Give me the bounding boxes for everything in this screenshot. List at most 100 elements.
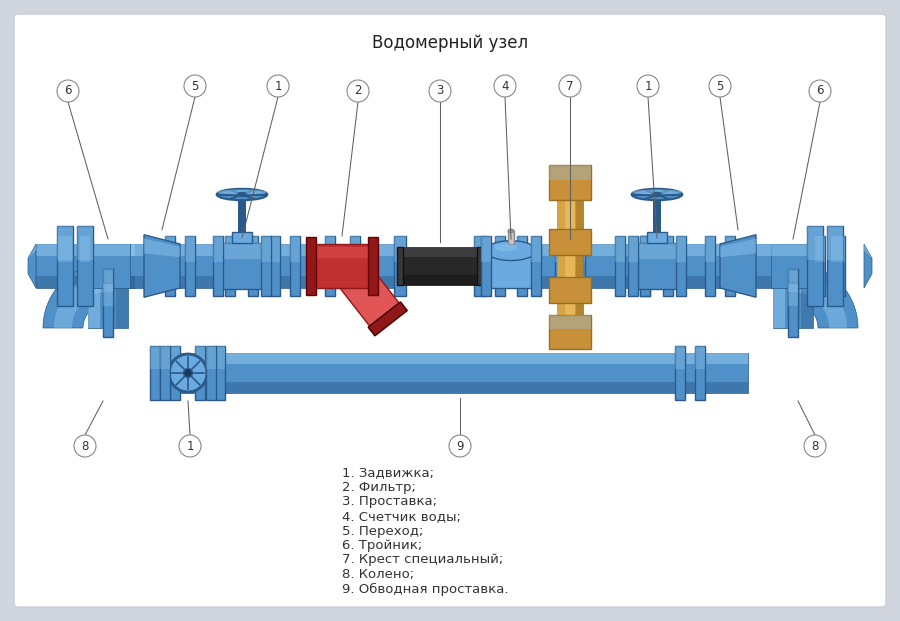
Polygon shape [640, 237, 650, 296]
Polygon shape [170, 346, 180, 369]
Polygon shape [720, 235, 756, 297]
Polygon shape [36, 244, 135, 256]
Polygon shape [400, 274, 480, 286]
Polygon shape [481, 237, 491, 296]
Circle shape [429, 80, 451, 102]
Polygon shape [815, 237, 825, 296]
Polygon shape [650, 244, 730, 288]
Polygon shape [640, 237, 650, 296]
Polygon shape [248, 237, 258, 261]
Text: 6: 6 [64, 84, 72, 97]
Polygon shape [555, 237, 565, 296]
Text: 2: 2 [355, 84, 362, 97]
Text: 1: 1 [644, 79, 652, 93]
Polygon shape [831, 237, 845, 296]
Text: 4. Счетчик воды;: 4. Счетчик воды; [342, 510, 461, 523]
Polygon shape [195, 346, 205, 400]
Polygon shape [255, 244, 330, 256]
Circle shape [449, 435, 471, 457]
Ellipse shape [217, 189, 267, 194]
Circle shape [347, 80, 369, 102]
Polygon shape [350, 237, 360, 296]
Polygon shape [575, 237, 585, 296]
Polygon shape [730, 276, 820, 288]
Text: 5. Переход;: 5. Переход; [342, 525, 423, 538]
Text: 7: 7 [566, 79, 574, 93]
Text: 3: 3 [436, 84, 444, 97]
Polygon shape [788, 269, 798, 292]
Text: Водомерный узел: Водомерный узел [372, 34, 528, 52]
Polygon shape [108, 244, 255, 256]
Polygon shape [560, 276, 650, 288]
Polygon shape [633, 243, 681, 289]
Ellipse shape [632, 189, 682, 200]
Ellipse shape [217, 189, 267, 200]
Polygon shape [730, 244, 820, 288]
Polygon shape [628, 237, 638, 296]
Polygon shape [575, 237, 585, 261]
Polygon shape [57, 226, 73, 260]
Polygon shape [827, 226, 843, 306]
Polygon shape [771, 244, 815, 256]
Polygon shape [650, 244, 730, 256]
Polygon shape [807, 226, 823, 260]
Polygon shape [160, 346, 170, 400]
Polygon shape [565, 183, 575, 332]
Polygon shape [815, 237, 825, 261]
Polygon shape [508, 231, 514, 244]
Polygon shape [108, 276, 255, 288]
Polygon shape [218, 243, 266, 289]
Polygon shape [103, 269, 113, 323]
Polygon shape [325, 237, 335, 296]
Polygon shape [725, 237, 735, 261]
Text: 9: 9 [456, 440, 464, 453]
Polygon shape [144, 235, 180, 297]
Polygon shape [788, 283, 798, 306]
Polygon shape [495, 237, 505, 296]
Polygon shape [43, 263, 108, 328]
Ellipse shape [238, 193, 247, 196]
Polygon shape [864, 244, 872, 288]
Polygon shape [788, 269, 798, 323]
Polygon shape [313, 247, 371, 258]
Polygon shape [773, 288, 785, 328]
Text: 8. Колено;: 8. Колено; [342, 568, 414, 581]
Polygon shape [58, 237, 72, 296]
Polygon shape [565, 183, 568, 332]
Polygon shape [103, 283, 113, 306]
Polygon shape [355, 244, 400, 288]
Polygon shape [28, 244, 36, 258]
Polygon shape [86, 244, 130, 256]
Text: 1: 1 [186, 440, 194, 453]
Polygon shape [153, 353, 748, 364]
Polygon shape [675, 346, 685, 400]
Circle shape [184, 369, 193, 378]
Polygon shape [255, 276, 330, 288]
Polygon shape [663, 237, 673, 261]
Polygon shape [153, 382, 748, 393]
Polygon shape [555, 237, 565, 261]
Circle shape [57, 80, 79, 102]
Ellipse shape [486, 241, 536, 260]
Polygon shape [575, 183, 583, 332]
Circle shape [74, 435, 96, 457]
Polygon shape [160, 346, 170, 369]
Text: 8: 8 [811, 440, 819, 453]
Polygon shape [549, 315, 591, 349]
Polygon shape [640, 237, 650, 261]
Polygon shape [650, 276, 730, 288]
Polygon shape [332, 255, 399, 326]
Polygon shape [350, 237, 360, 261]
Polygon shape [560, 244, 650, 288]
Polygon shape [549, 165, 591, 199]
Circle shape [267, 75, 289, 97]
Polygon shape [675, 346, 685, 369]
Polygon shape [572, 183, 575, 332]
Polygon shape [653, 194, 661, 243]
Polygon shape [647, 232, 667, 243]
Polygon shape [57, 226, 73, 306]
Polygon shape [195, 346, 205, 369]
Polygon shape [206, 346, 216, 400]
Ellipse shape [652, 193, 662, 196]
Polygon shape [480, 244, 560, 288]
